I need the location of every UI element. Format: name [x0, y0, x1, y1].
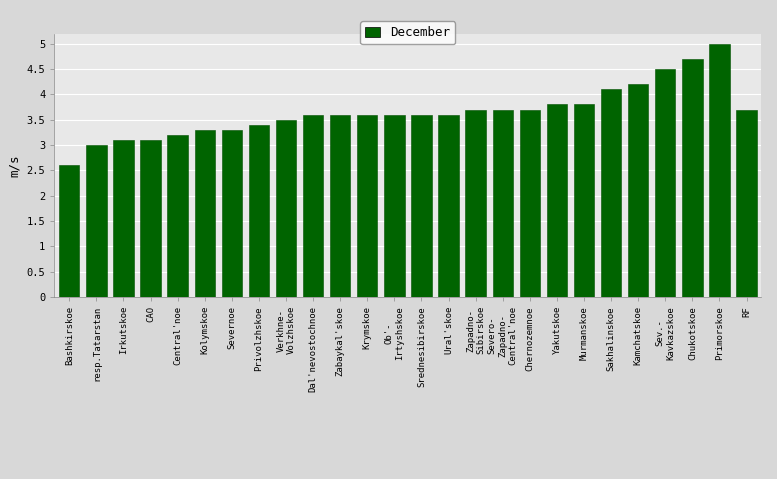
Bar: [168, 135, 188, 297]
Bar: [709, 44, 730, 297]
Bar: [465, 110, 486, 297]
Bar: [493, 110, 513, 297]
Bar: [141, 140, 161, 297]
Bar: [384, 114, 405, 297]
Bar: [628, 84, 648, 297]
Bar: [438, 114, 458, 297]
Bar: [547, 104, 567, 297]
Bar: [249, 125, 269, 297]
Bar: [655, 69, 675, 297]
Bar: [601, 89, 622, 297]
Bar: [574, 104, 594, 297]
Bar: [113, 140, 134, 297]
Bar: [411, 114, 432, 297]
Bar: [59, 165, 79, 297]
Bar: [330, 114, 350, 297]
Bar: [276, 120, 296, 297]
Bar: [86, 145, 106, 297]
Bar: [737, 110, 757, 297]
Y-axis label: m/s: m/s: [8, 154, 21, 176]
Legend: December: December: [361, 22, 455, 45]
Bar: [221, 130, 242, 297]
Bar: [357, 114, 378, 297]
Bar: [682, 59, 702, 297]
Bar: [194, 130, 215, 297]
Bar: [520, 110, 540, 297]
Bar: [303, 114, 323, 297]
